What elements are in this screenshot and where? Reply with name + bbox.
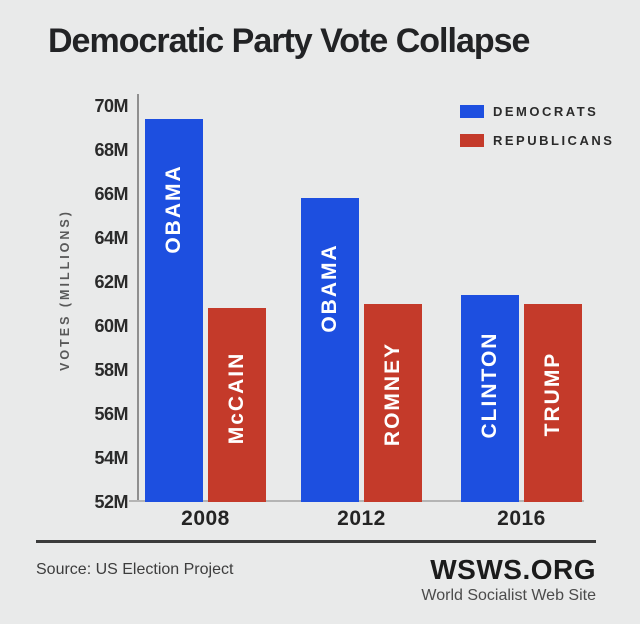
y-tick-label: 60M: [94, 316, 128, 336]
bar-democrat-2012: OBAMA: [301, 198, 359, 502]
x-category-2016: 2016: [497, 507, 546, 530]
legend-row-republicans: REPUBLICANS: [460, 132, 615, 148]
legend: DEMOCRATS REPUBLICANS: [460, 104, 614, 162]
y-tick-label: 68M: [94, 140, 128, 160]
y-tick-label: 66M: [94, 184, 128, 204]
y-axis-line: [137, 94, 139, 502]
bar-label-clinton-2016: CLINTON: [478, 331, 501, 439]
bar-republican-2016: TRUMP: [524, 304, 582, 502]
brand-wordmark: WSWS.ORG: [430, 554, 596, 585]
y-tick-label: 62M: [94, 272, 128, 292]
y-tick-label: 54M: [94, 448, 128, 468]
page-title: Democratic Party Vote Collapse: [48, 22, 530, 60]
source-text: Source: US Election Project: [36, 561, 234, 578]
bar-label-romney-2012: ROMNEY: [381, 341, 404, 447]
bar-label-obama-2008: OBAMA: [162, 164, 185, 254]
y-tick-label: 70M: [94, 96, 128, 116]
bar-label-mccain-2008: McCAIN: [225, 352, 248, 445]
bar-label-trump-2016: TRUMP: [541, 351, 564, 437]
brand-tagline: World Socialist Web Site: [421, 587, 596, 604]
bar-democrat-2016: CLINTON: [461, 295, 519, 502]
bar-democrat-2008: OBAMA: [145, 119, 203, 502]
y-tick-label: 52M: [94, 492, 128, 512]
legend-row-democrats: DEMOCRATS: [460, 103, 614, 119]
y-tick-label: 56M: [94, 404, 128, 424]
republicans-color-swatch: [460, 133, 484, 147]
y-tick-label: 64M: [94, 228, 128, 248]
legend-label-democrats: DEMOCRATS: [493, 103, 599, 119]
x-category-2012: 2012: [337, 507, 386, 530]
legend-label-republicans: REPUBLICANS: [493, 132, 615, 148]
footer-divider: [36, 540, 596, 543]
x-category-2008: 2008: [181, 507, 230, 530]
bar-republican-2008: McCAIN: [208, 308, 266, 502]
bar-label-obama-2012: OBAMA: [318, 243, 341, 334]
bar-republican-2012: ROMNEY: [364, 304, 422, 502]
y-tick-label: 58M: [94, 360, 128, 380]
democrats-color-swatch: [460, 104, 484, 118]
